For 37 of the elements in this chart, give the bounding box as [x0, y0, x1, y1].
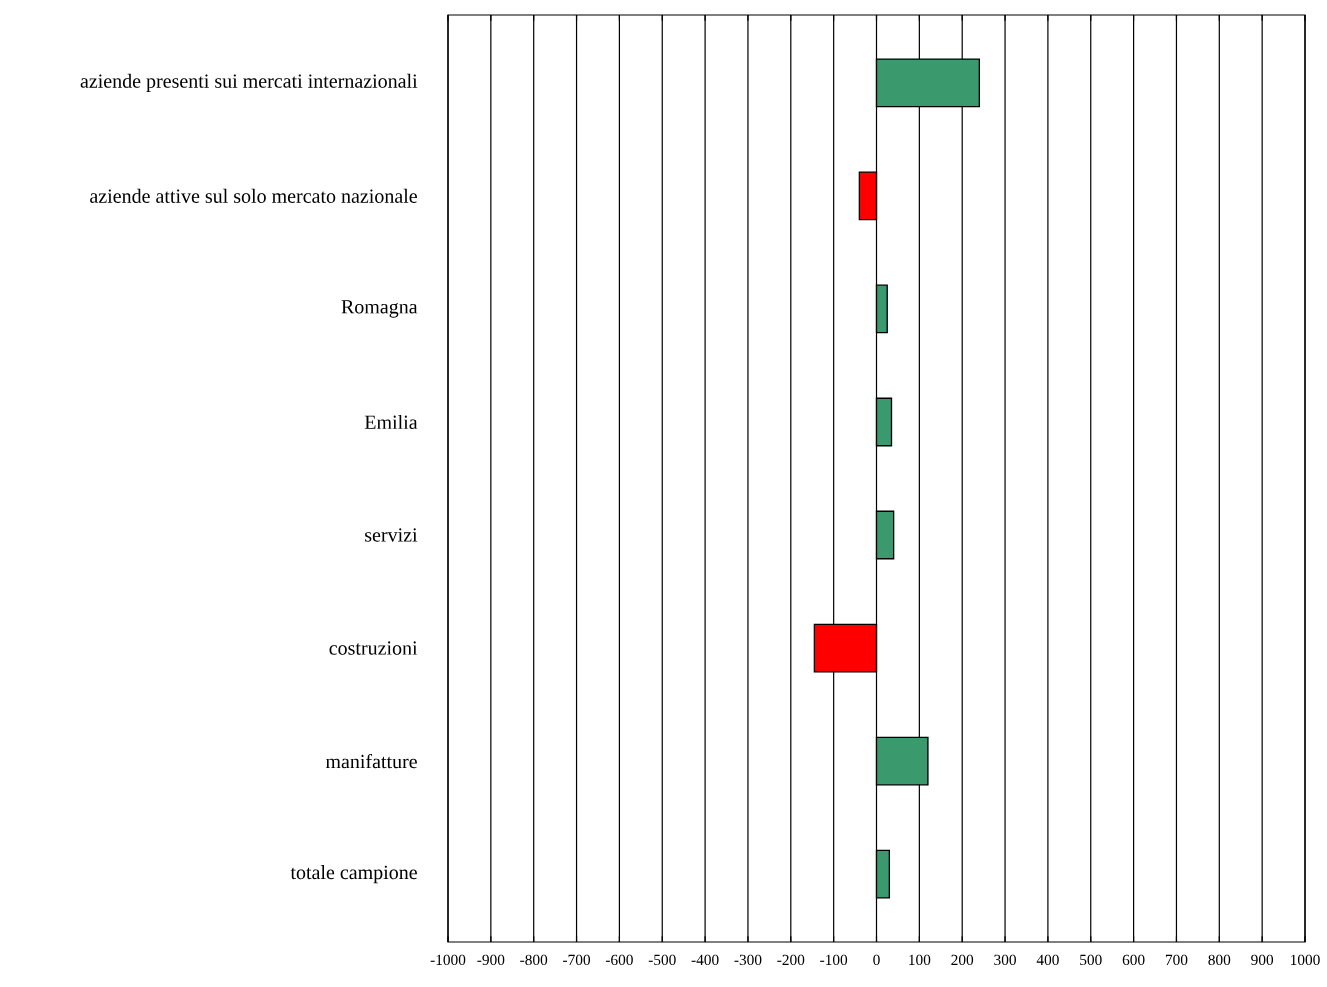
x-tick-label: -400 [691, 954, 719, 966]
x-tick-label: -1000 [430, 954, 466, 966]
x-tick-label: 800 [1208, 954, 1231, 966]
y-tick-label: manifatture [325, 753, 417, 769]
bar [858, 171, 878, 221]
bar [813, 623, 878, 673]
bar [875, 736, 929, 786]
x-tick-label: 500 [1080, 954, 1102, 966]
y-tick-label: aziende presenti sui mercati internazionali [80, 73, 418, 92]
y-tick-label: Romagna [341, 300, 418, 318]
x-tick-label: -200 [777, 954, 805, 966]
bar [875, 58, 981, 108]
x-tick-label: 0 [873, 954, 880, 966]
x-tick-label: 900 [1251, 954, 1274, 966]
x-tick-label: 200 [951, 954, 974, 966]
y-tick-label: totale campione [290, 865, 417, 884]
bar [875, 849, 891, 899]
y-tick-label: servizi [365, 528, 418, 542]
y-tick-label: Emilia [364, 414, 418, 430]
y-tick-label: costruzioni [329, 641, 418, 655]
x-tick-label: 100 [909, 954, 931, 966]
x-tick-label: -300 [734, 954, 762, 966]
x-tick-label: -800 [520, 954, 548, 966]
x-tick-label: -900 [477, 954, 505, 966]
x-tick-label: 700 [1165, 954, 1188, 966]
x-tick-label: -600 [605, 954, 633, 966]
x-tick-label: -700 [563, 954, 591, 966]
x-tick-label: 300 [994, 954, 1016, 966]
bar [875, 284, 888, 334]
bar [875, 510, 895, 560]
x-tick-label: 400 [1036, 954, 1059, 966]
x-tick-label: 600 [1122, 954, 1145, 966]
bar [875, 397, 893, 447]
x-tick-label: 1000 [1291, 954, 1320, 966]
y-tick-label: aziende attive sul solo mercato nazionale [90, 188, 417, 203]
x-tick-label: -500 [648, 954, 676, 966]
x-tick-label: -100 [820, 954, 848, 966]
